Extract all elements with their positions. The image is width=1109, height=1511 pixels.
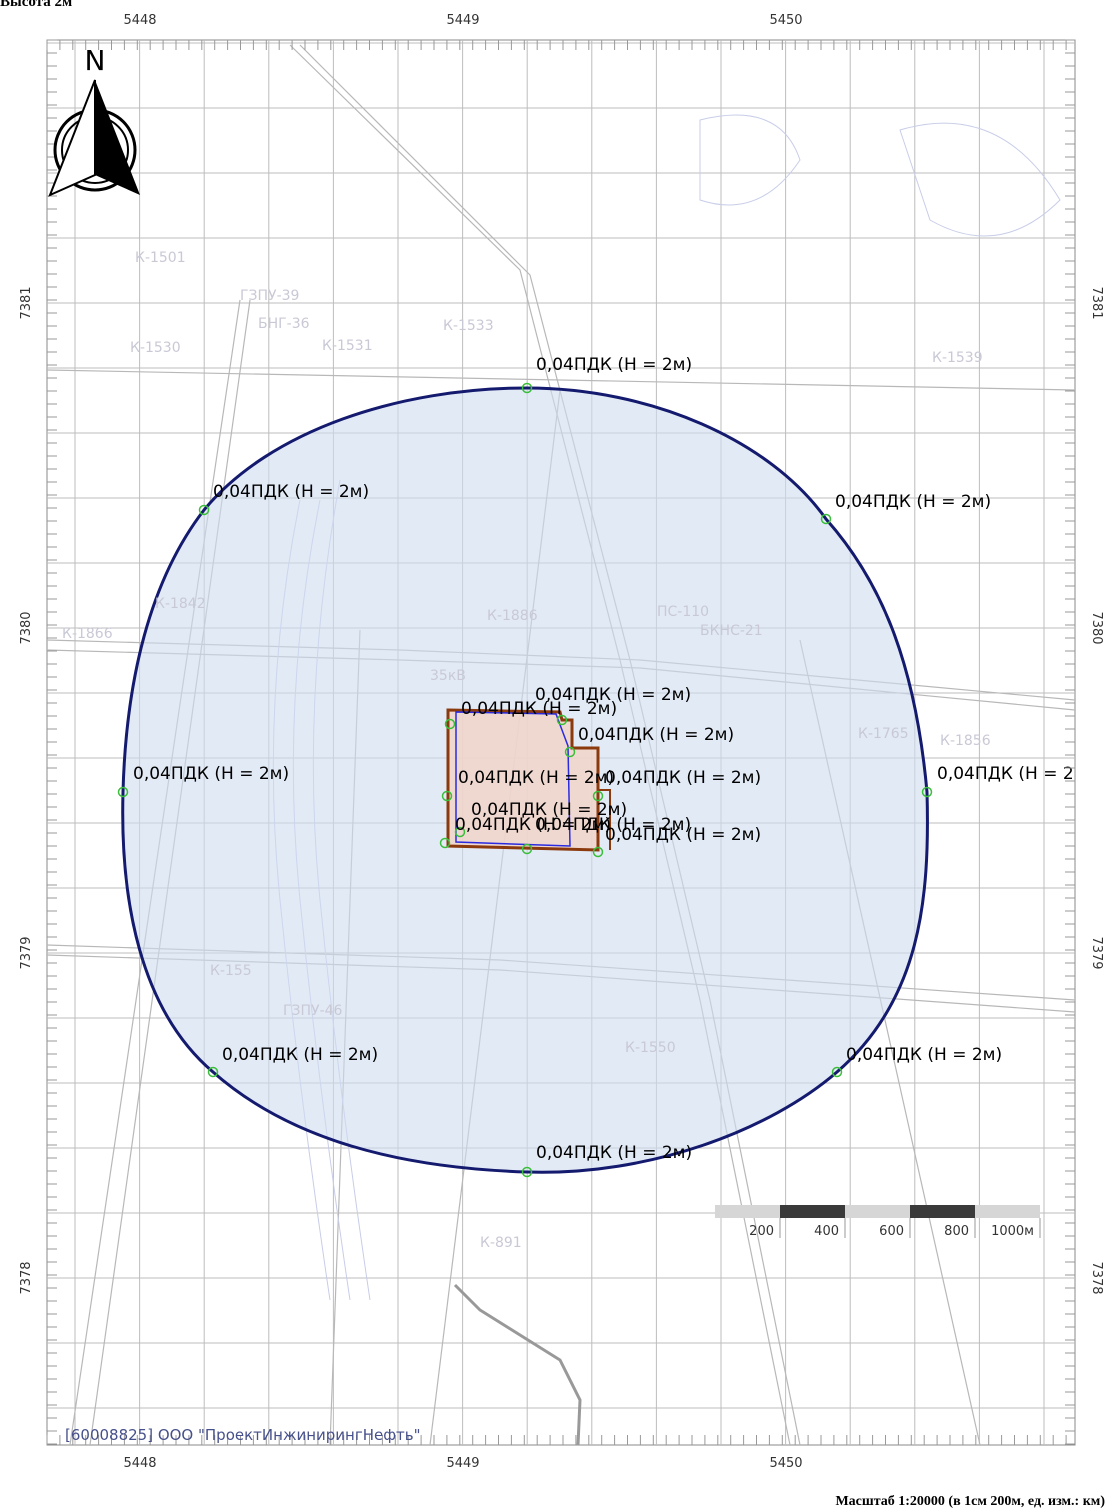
x-coord-label: 5448	[123, 13, 156, 28]
isoline-label: 0,04ПДК (Н = 2м)	[536, 355, 692, 375]
scale-segment	[910, 1205, 975, 1218]
isoline-point	[454, 826, 466, 838]
place-label: К-1533	[443, 318, 494, 334]
y-coord-label: 7379	[1089, 936, 1104, 969]
scale-label: 1000м	[991, 1224, 1034, 1239]
y-coord-label: 7380	[1089, 611, 1104, 644]
isoline-label: 0,04ПДК (Н = 2м)	[605, 825, 761, 845]
scale-segment	[780, 1205, 845, 1218]
place-label: БНГ-36	[258, 316, 310, 332]
place-label: К-1550	[625, 1040, 676, 1056]
isoline-label: 0,04ПДК (Н = 2м)	[133, 764, 289, 784]
isoline-label: 0,04ПДК (Н = 2м)	[222, 1045, 378, 1065]
scale-label: 200	[749, 1224, 774, 1239]
isoline-label: 0,04ПДК (Н = 2м)	[535, 685, 691, 705]
place-label: ГЗПУ-46	[283, 1003, 343, 1019]
place-label: 35кВ	[430, 668, 466, 684]
isoline-point	[564, 746, 576, 758]
isoline-label: 0,04ПДК (Н = 2м)	[213, 482, 369, 502]
y-coord-label: 7378	[1089, 1261, 1104, 1294]
isoline-point	[444, 718, 456, 730]
scale-segment	[715, 1205, 780, 1218]
scale-label: 400	[814, 1224, 839, 1239]
isoline-point	[439, 837, 451, 849]
isoline-label: 0,04ПДК (Н = 2м)	[605, 768, 761, 788]
isoline-point	[521, 382, 533, 394]
isoline-label: 0,04ПДК (Н = 2м)	[846, 1045, 1002, 1065]
y-coord-label: 7381	[19, 286, 34, 319]
place-label: К-1531	[322, 338, 373, 354]
isoline-point	[556, 714, 568, 726]
place-label: К-1866	[62, 626, 113, 642]
isoline-point	[441, 790, 453, 802]
scale-segment	[975, 1205, 1040, 1218]
x-coord-label: 5448	[123, 1456, 156, 1471]
place-label: К-1856	[940, 733, 991, 749]
scale-segment	[845, 1205, 910, 1218]
map-content: К-1501 ГЗПУ-39 БНГ-36 К-1530 К-1531 К-1533 К-1…	[47, 40, 1093, 1445]
place-label: БКНС-21	[700, 623, 763, 639]
place-label: К-1539	[932, 350, 983, 366]
isoline-label: 0,04ПДК (Н = 2м)	[835, 492, 991, 512]
isoline-label: 0,04ПДК (Н = 2м)	[461, 699, 617, 719]
isoline-point	[592, 790, 604, 802]
isoline-point	[921, 786, 933, 798]
isoline-label: 0,04ПДК (Н = 2м)	[471, 800, 627, 820]
x-coord-label: 5449	[446, 1456, 479, 1471]
isoline-label: 0,04ПДК (Н = 2м)	[455, 815, 611, 835]
isoline-point	[521, 843, 533, 855]
place-label: К-1501	[135, 250, 186, 266]
place-label: К-1886	[487, 608, 538, 624]
x-coord-label: 5450	[769, 1456, 802, 1471]
x-coord-label: 5450	[769, 13, 802, 28]
scale-label: 800	[944, 1224, 969, 1239]
place-label: К-1530	[130, 340, 181, 356]
place-label: К-1765	[858, 726, 909, 742]
north-label: N	[85, 44, 106, 77]
y-coord-label: 7378	[19, 1261, 34, 1294]
y-coord-label: 7379	[19, 936, 34, 969]
x-coord-label: 5449	[446, 13, 479, 28]
isoline-point	[831, 1066, 843, 1078]
y-coord-label: 7380	[19, 611, 34, 644]
north-arrow: N	[48, 44, 140, 197]
scale-label: 600	[879, 1224, 904, 1239]
map-scale: Масштаб 1:20000 (в 1см 200м, ед. изм.: к…	[835, 1494, 1105, 1509]
place-label: ПС-110	[657, 604, 709, 620]
isoline-label: 0,04ПДК (Н = 2м)	[536, 1143, 692, 1163]
sheet-title: Высота 2м	[0, 0, 72, 10]
place-label: К-891	[480, 1235, 522, 1251]
place-label: ГЗПУ-39	[240, 288, 299, 304]
isoline-point	[820, 513, 832, 525]
isoline-label: 0,04ПДК (Н = 2м)	[937, 764, 1093, 784]
isoline-point	[198, 504, 210, 516]
isoline-point	[117, 786, 129, 798]
organization: [60008825] ООО "ПроектИнжинирингНефть"	[65, 1426, 421, 1444]
isoline-label: 0,04ПДК (Н = 2м)	[578, 725, 734, 745]
isoline-label: 0,04ПДК (Н = 2м)	[535, 815, 691, 835]
y-coord-label: 7381	[1089, 286, 1104, 319]
inner-isoline	[455, 711, 571, 847]
isoline-point	[207, 1066, 219, 1078]
frame-ruler	[46, 39, 1075, 1445]
isoline-label: 0,04ПДК (Н = 2м)	[458, 768, 614, 788]
scale-bar: 200 400 600 800 1000м	[715, 1205, 1041, 1239]
place-label: К-155	[210, 963, 252, 979]
isoline-point	[521, 1166, 533, 1178]
site-boundary-part	[598, 789, 611, 850]
isoline-point	[592, 846, 604, 858]
place-label: К-1842	[155, 596, 206, 612]
